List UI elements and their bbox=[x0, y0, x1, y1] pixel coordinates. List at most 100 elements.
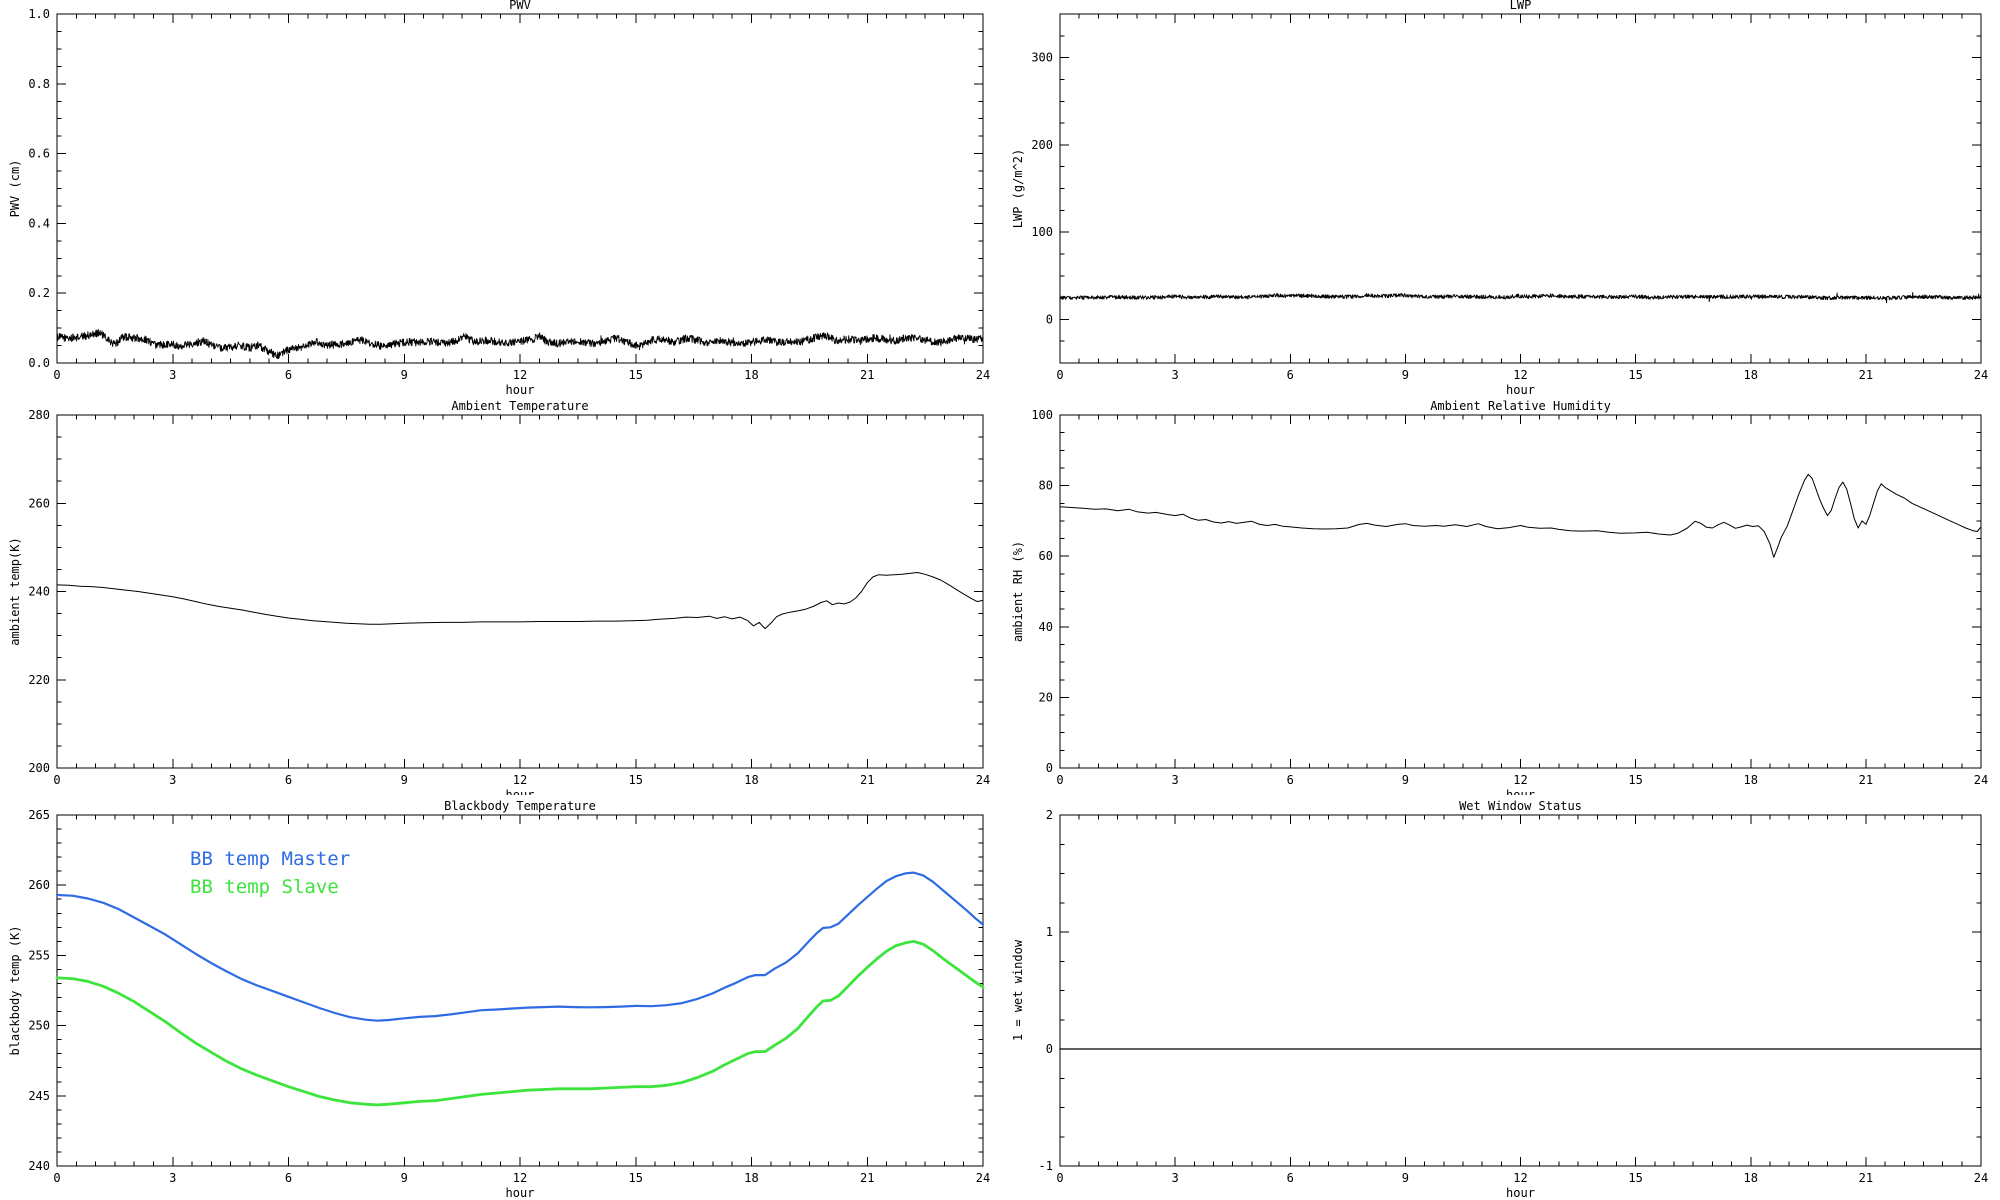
x-tick-label: 15 bbox=[629, 368, 643, 382]
x-tick-label: 21 bbox=[860, 368, 874, 382]
x-tick-label: 18 bbox=[1744, 1171, 1758, 1185]
y-axis-label: 1 = wet window bbox=[1011, 939, 1025, 1041]
x-tick-label: 21 bbox=[860, 1171, 874, 1185]
y-tick-label: 245 bbox=[28, 1089, 50, 1103]
chart-title: Ambient Relative Humidity bbox=[1430, 399, 1611, 413]
axis-labels: 0 3 6 9 12 15 18 21 24 200 220 240 260 280 Ambient Tem… bbox=[8, 399, 990, 795]
y-tick-label: 100 bbox=[1031, 408, 1053, 422]
x-tick-label: 15 bbox=[1628, 1171, 1642, 1185]
series-group bbox=[55, 871, 985, 1107]
y-tick-label: 255 bbox=[28, 948, 50, 962]
legend-label: BB temp Slave bbox=[190, 876, 339, 898]
axis-labels: 0 3 6 9 12 15 18 21 24 0 20 40 60 80 100 Ambient Relati… bbox=[1011, 399, 1988, 795]
x-tick-label: 6 bbox=[285, 368, 292, 382]
y-axis-label: ambient temp(K) bbox=[8, 537, 22, 645]
y-tick-label: 1.0 bbox=[28, 7, 50, 21]
x-tick-label: 0 bbox=[53, 368, 60, 382]
x-tick-label: 21 bbox=[860, 773, 874, 787]
chart-lwp: 0 3 6 9 12 15 18 21 24 0 100 200 300 LWP hour LWP (g/m^… bbox=[1000, 0, 2000, 398]
series-ambient-rh bbox=[1059, 473, 1982, 558]
y-tick-label: 60 bbox=[1039, 549, 1053, 563]
chart-title: LWP bbox=[1510, 0, 1532, 12]
x-tick-label: 24 bbox=[976, 1171, 990, 1185]
x-tick-label: 0 bbox=[1056, 368, 1063, 382]
y-tick-label: 40 bbox=[1039, 620, 1053, 634]
legend: BB temp Master BB temp Slave bbox=[190, 848, 350, 898]
y-tick-label: 0.0 bbox=[28, 356, 50, 370]
x-axis-label: hour bbox=[1506, 788, 1535, 795]
axis-labels: 0 3 6 9 12 15 18 21 24 240 245 250 255 260 265 Blackbod… bbox=[8, 799, 990, 1200]
x-tick-label: 9 bbox=[401, 773, 408, 787]
axes bbox=[56, 414, 984, 769]
x-tick-label: 18 bbox=[1744, 368, 1758, 382]
x-tick-label: 9 bbox=[1402, 368, 1409, 382]
legend-label: BB temp Master bbox=[190, 848, 350, 870]
x-tick-label: 15 bbox=[1628, 773, 1642, 787]
x-tick-label: 9 bbox=[401, 1171, 408, 1185]
x-tick-label: 18 bbox=[744, 368, 758, 382]
x-tick-label: 24 bbox=[976, 368, 990, 382]
y-tick-label: 1 bbox=[1046, 925, 1053, 939]
pwv-plot: 0 3 6 9 12 15 18 21 24 0.0 0.2 0.4 0.6 0.8 1.0 PWV hour P… bbox=[8, 0, 990, 397]
y-tick-label: 260 bbox=[28, 496, 50, 510]
x-tick-label: 24 bbox=[1974, 368, 1988, 382]
y-axis-label: blackbody temp (K) bbox=[8, 925, 22, 1055]
series-group bbox=[56, 328, 984, 360]
axes bbox=[1059, 814, 1982, 1167]
lwp-plot: 0 3 6 9 12 15 18 21 24 0 100 200 300 LWP hour LWP (g/m^… bbox=[1011, 0, 1988, 397]
y-tick-label: 0 bbox=[1046, 1042, 1053, 1056]
x-tick-label: 15 bbox=[629, 773, 643, 787]
x-tick-label: 21 bbox=[1859, 773, 1873, 787]
y-tick-label: 265 bbox=[28, 808, 50, 822]
y-tick-label: 0.4 bbox=[28, 216, 50, 230]
series-bb-temp-master bbox=[55, 871, 985, 1022]
axis-labels: 0 3 6 9 12 15 18 21 24 0 100 200 300 LWP hour LWP (g/m^… bbox=[1011, 0, 1988, 397]
y-axis-label: LWP (g/m^2) bbox=[1011, 149, 1025, 228]
y-tick-label: 260 bbox=[28, 878, 50, 892]
x-tick-label: 3 bbox=[1172, 368, 1179, 382]
y-tick-label: 200 bbox=[1031, 138, 1053, 152]
y-tick-label: 2 bbox=[1046, 808, 1053, 822]
y-tick-label: 80 bbox=[1039, 479, 1053, 493]
x-tick-label: 15 bbox=[629, 1171, 643, 1185]
x-tick-label: 12 bbox=[1513, 773, 1527, 787]
x-tick-label: 0 bbox=[1056, 1171, 1063, 1185]
y-tick-label: 0.6 bbox=[28, 147, 50, 161]
chart-title: PWV bbox=[509, 0, 531, 12]
x-tick-label: 9 bbox=[1402, 773, 1409, 787]
chart-title: Blackbody Temperature bbox=[444, 799, 596, 813]
x-axis-label: hour bbox=[506, 1186, 535, 1200]
x-tick-label: 3 bbox=[1172, 773, 1179, 787]
x-tick-label: 6 bbox=[285, 1171, 292, 1185]
x-tick-label: 24 bbox=[1974, 773, 1988, 787]
x-tick-label: 12 bbox=[513, 773, 527, 787]
chart-ambient-relative-humidity: 0 3 6 9 12 15 18 21 24 0 20 40 60 80 100 Ambient Relati… bbox=[1000, 398, 2000, 795]
axes bbox=[1059, 414, 1982, 769]
series-bb-temp-slave bbox=[55, 940, 985, 1107]
x-axis-label: hour bbox=[1506, 383, 1535, 397]
blackbody-temperature-plot: 0 3 6 9 12 15 18 21 24 240 245 250 255 260 265 Blackbod… bbox=[8, 799, 990, 1200]
x-tick-label: 3 bbox=[169, 773, 176, 787]
x-tick-label: 0 bbox=[53, 1171, 60, 1185]
y-tick-label: 240 bbox=[28, 1159, 50, 1173]
series-group bbox=[1059, 291, 1982, 304]
chart-blackbody-temperature: 0 3 6 9 12 15 18 21 24 240 245 250 255 260 265 Blackbod… bbox=[0, 795, 1000, 1200]
x-axis-label: hour bbox=[506, 383, 535, 397]
ambient-temperature-plot: 0 3 6 9 12 15 18 21 24 200 220 240 260 280 Ambient Tem… bbox=[8, 399, 990, 795]
x-axis-label: hour bbox=[506, 788, 535, 795]
x-tick-label: 0 bbox=[53, 773, 60, 787]
x-tick-label: 15 bbox=[1628, 368, 1642, 382]
chart-wet-window-status: 0 3 6 9 12 15 18 21 24 -1 0 1 2 Wet Window Status hour… bbox=[1000, 795, 2000, 1200]
series-pwv bbox=[56, 328, 984, 360]
series-group bbox=[1059, 473, 1982, 558]
chart-ambient-temperature: 0 3 6 9 12 15 18 21 24 200 220 240 260 280 Ambient Tem… bbox=[0, 398, 1000, 795]
y-tick-label: 0.2 bbox=[28, 286, 50, 300]
x-tick-label: 24 bbox=[1974, 1171, 1988, 1185]
ambient-relative-humidity-plot: 0 3 6 9 12 15 18 21 24 0 20 40 60 80 100 Ambient Relati… bbox=[1011, 399, 1988, 795]
x-tick-label: 18 bbox=[744, 1171, 758, 1185]
x-tick-label: 12 bbox=[513, 368, 527, 382]
chart-pwv: 0 3 6 9 12 15 18 21 24 0.0 0.2 0.4 0.6 0.8 1.0 PWV hour P… bbox=[0, 0, 1000, 398]
